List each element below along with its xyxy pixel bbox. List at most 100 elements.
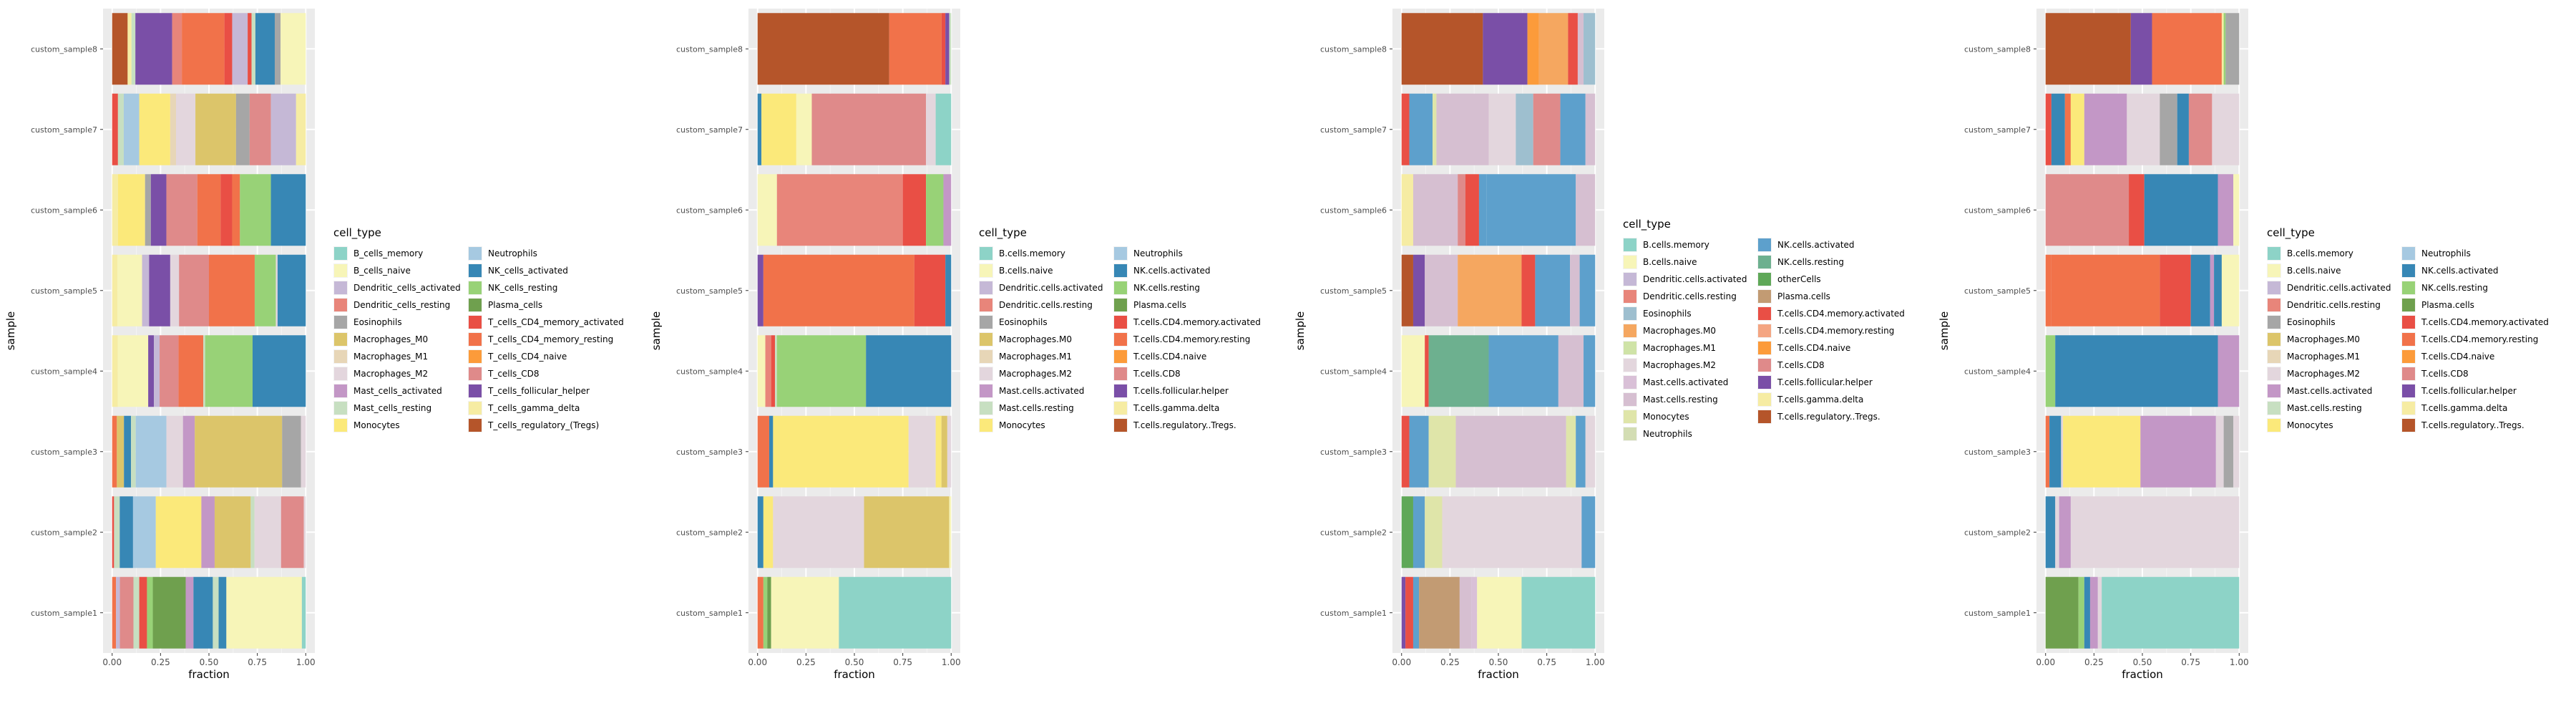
legend-label: Monocytes bbox=[353, 420, 400, 430]
bar-segment bbox=[1516, 93, 1533, 165]
bar-segment bbox=[182, 415, 195, 488]
legend-swatch bbox=[1624, 324, 1636, 337]
bar-segment bbox=[1455, 415, 1566, 488]
y-tick-label: custom_sample1 bbox=[676, 609, 743, 618]
legend-label: T.cells.CD8 bbox=[1777, 360, 1825, 370]
legend-label: Eosinophils bbox=[2287, 317, 2336, 327]
legend-swatch bbox=[1114, 299, 1127, 311]
x-axis-title: fraction bbox=[188, 668, 230, 681]
legend-label: Neutrophils bbox=[1133, 248, 1183, 258]
bar-segment bbox=[1521, 576, 1596, 649]
bar-segment bbox=[2045, 415, 2050, 488]
legend-swatch bbox=[1624, 273, 1636, 286]
bar-segment bbox=[112, 335, 118, 407]
legend-label: Dendritic.cells.resting bbox=[999, 300, 1093, 310]
bar-segment bbox=[943, 174, 952, 246]
legend-swatch bbox=[980, 281, 992, 294]
legend-swatch bbox=[1758, 238, 1771, 251]
y-tick-label: custom_sample2 bbox=[31, 528, 97, 537]
y-tick-label: custom_sample5 bbox=[31, 286, 97, 296]
bar-segment bbox=[116, 576, 120, 649]
bar-segment bbox=[1442, 496, 1582, 569]
legend-swatch bbox=[1114, 333, 1127, 346]
bar-segment bbox=[2089, 576, 2098, 649]
legend-label: B.cells.naive bbox=[999, 266, 1053, 276]
legend-swatch bbox=[1624, 342, 1636, 354]
bar-segment bbox=[757, 254, 763, 326]
bar-segment bbox=[1425, 496, 1443, 569]
bar-segment bbox=[119, 496, 133, 569]
legend-swatch bbox=[1624, 256, 1636, 268]
legend-swatch bbox=[1758, 376, 1771, 389]
legend-swatch bbox=[1758, 359, 1771, 372]
legend-label: T.cells.CD8 bbox=[2421, 369, 2469, 379]
bar-segment bbox=[1584, 335, 1596, 407]
legend-swatch bbox=[1624, 410, 1636, 423]
bar-segment bbox=[2160, 93, 2177, 165]
bar-segment bbox=[1579, 254, 1596, 326]
bar-segment bbox=[949, 13, 952, 85]
bar-segment bbox=[131, 415, 136, 488]
legend-swatch bbox=[2268, 419, 2280, 432]
y-tick-label: custom_sample4 bbox=[676, 367, 743, 376]
legend-swatch bbox=[1114, 281, 1127, 294]
legend-swatch bbox=[2402, 281, 2415, 294]
legend-swatch bbox=[469, 316, 482, 329]
legend-label: T_cells_gamma_delta bbox=[487, 403, 580, 413]
legend-label: Monocytes bbox=[2287, 420, 2333, 430]
y-tick-label: custom_sample2 bbox=[676, 528, 743, 537]
legend-swatch bbox=[1624, 359, 1636, 372]
bar-segment bbox=[179, 254, 209, 326]
y-tick-label: custom_sample7 bbox=[676, 125, 743, 135]
bar-segment bbox=[232, 174, 240, 246]
bar-segment bbox=[2045, 93, 2051, 165]
y-tick-label: custom_sample6 bbox=[1320, 205, 1387, 215]
legend-swatch bbox=[469, 419, 482, 432]
bar-segment bbox=[776, 174, 903, 246]
bar-segment bbox=[142, 254, 150, 326]
legend-label: Dendritic.cells.resting bbox=[1643, 291, 1737, 301]
bar-segment bbox=[220, 174, 233, 246]
bar-segment bbox=[139, 576, 147, 649]
bar-segment bbox=[757, 576, 763, 649]
legend-label: Plasma.cells bbox=[1133, 300, 1186, 310]
legend-label: T.cells.CD4.naive bbox=[2421, 352, 2494, 362]
y-tick-label: custom_sample4 bbox=[31, 367, 97, 376]
bar-segment bbox=[1433, 93, 1437, 165]
bar-segment bbox=[2059, 496, 2071, 569]
bar-segment bbox=[1585, 415, 1596, 488]
legend-swatch bbox=[469, 350, 482, 363]
bar-segment bbox=[1585, 93, 1596, 165]
legend-swatch bbox=[1114, 384, 1127, 397]
bar-segment bbox=[2045, 254, 2051, 326]
bar-segment bbox=[935, 93, 952, 165]
legend-swatch bbox=[980, 264, 992, 277]
bar-segment bbox=[280, 13, 306, 85]
bar-segment bbox=[763, 576, 768, 649]
legend-label: Mast.cells.resting bbox=[999, 403, 1074, 413]
bar-segment bbox=[2177, 93, 2189, 165]
bar-segment bbox=[908, 415, 936, 488]
bar-segment bbox=[2070, 496, 2240, 569]
legend-swatch bbox=[980, 299, 992, 311]
bar-segment bbox=[303, 496, 306, 569]
bar-segment bbox=[1401, 496, 1413, 569]
legend-label: Neutrophils bbox=[2421, 248, 2471, 258]
legend-swatch bbox=[2402, 384, 2415, 397]
y-tick-label: custom_sample7 bbox=[1964, 125, 2031, 135]
bar-segment bbox=[114, 496, 120, 569]
legend-label: B.cells.memory bbox=[2287, 248, 2353, 258]
x-tick-label: 0.75 bbox=[248, 657, 267, 667]
legend-swatch bbox=[1624, 393, 1636, 406]
bar-segment bbox=[1577, 13, 1584, 85]
legend-label: NK.cells.activated bbox=[1133, 266, 1211, 276]
bar-segment bbox=[2140, 415, 2216, 488]
bar-segment bbox=[2233, 174, 2240, 246]
legend-label: NK.cells.activated bbox=[2421, 266, 2499, 276]
legend-label: Eosinophils bbox=[353, 317, 402, 327]
bar-segment bbox=[889, 13, 942, 85]
bar-segment bbox=[201, 496, 215, 569]
y-tick-label: custom_sample8 bbox=[1964, 44, 2031, 54]
legend-label: B.cells.naive bbox=[1643, 257, 1697, 267]
legend-label: T.cells.follicular.helper bbox=[1777, 377, 1873, 387]
